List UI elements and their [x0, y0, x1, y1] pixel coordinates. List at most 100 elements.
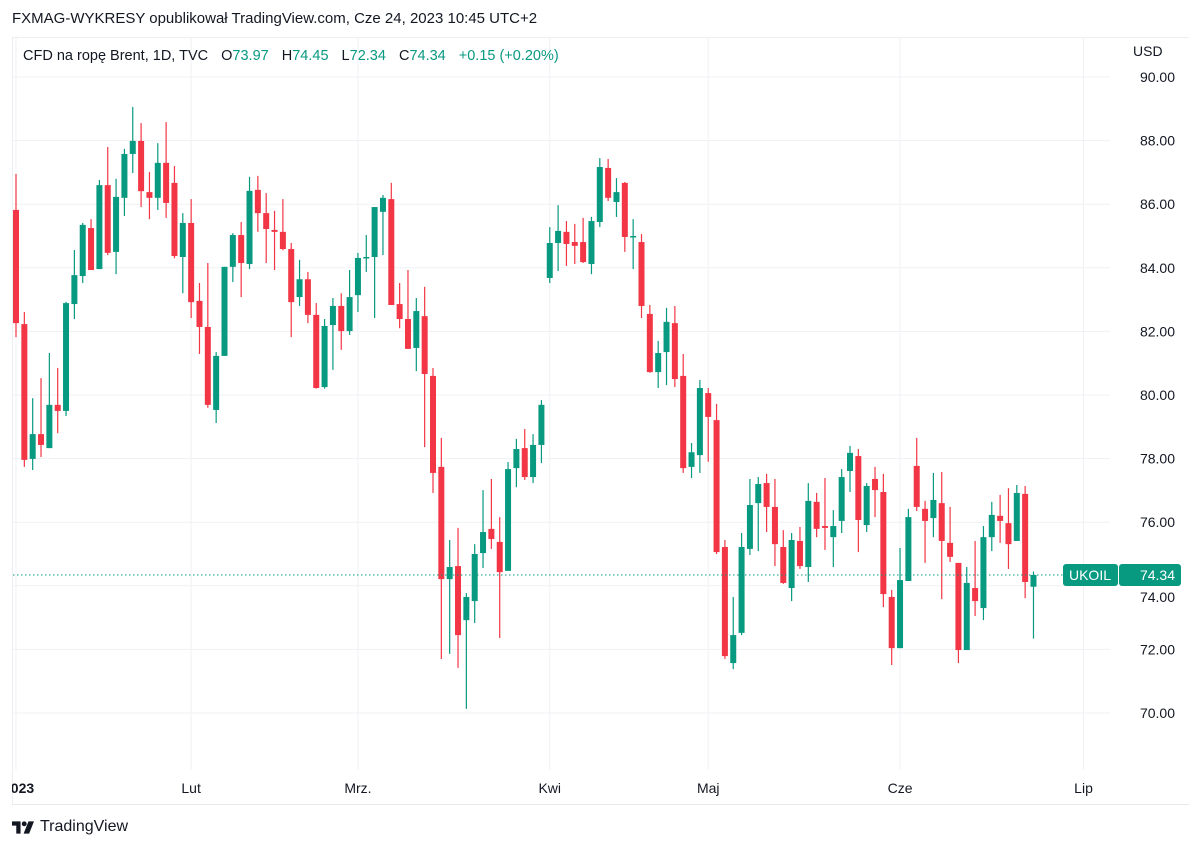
candle-body: [780, 547, 787, 583]
candle-body: [771, 506, 778, 545]
candle-down: [955, 562, 962, 664]
candle-down: [922, 500, 929, 563]
candle-body: [888, 596, 895, 649]
candle-down: [404, 270, 411, 349]
candle-up: [229, 233, 236, 283]
candle-up: [897, 547, 904, 649]
candle-up: [663, 307, 670, 386]
candle-body: [955, 562, 962, 651]
candle-body: [897, 580, 904, 649]
candle-up: [246, 176, 253, 270]
candle-body: [204, 326, 211, 405]
candle-up: [746, 478, 753, 555]
candle-up: [655, 340, 662, 389]
candle-up: [788, 533, 795, 602]
y-tick-label: 82.00: [1140, 323, 1175, 339]
candle-down: [455, 527, 462, 668]
low-value: 72.34: [349, 48, 386, 64]
candle-down: [638, 234, 645, 319]
candle-down: [138, 123, 145, 208]
candle-body: [229, 235, 236, 267]
candle-body: [905, 517, 912, 582]
publish-info: FXMAG-WYKRESY opublikował TradingView.co…: [12, 10, 538, 27]
candle-up: [730, 596, 737, 670]
tradingview-logo[interactable]: TradingView: [12, 818, 128, 836]
candle-body: [813, 501, 820, 529]
candle-up: [538, 400, 545, 464]
candle-up: [847, 445, 853, 492]
y-tick-label: 90.00: [1140, 69, 1175, 85]
chart-frame: [12, 37, 1189, 805]
candle-body: [254, 189, 261, 214]
candle-body: [930, 499, 937, 519]
candle-body: [21, 324, 28, 460]
candle-up: [1013, 484, 1020, 541]
candle-body: [788, 540, 795, 589]
candle-up: [905, 508, 912, 582]
candle-up: [696, 380, 703, 473]
candle-body: [488, 528, 495, 540]
candle-down: [571, 223, 578, 264]
candle-down: [313, 303, 320, 389]
candle-body: [872, 478, 879, 491]
candle-up: [505, 462, 512, 571]
candle-body: [730, 635, 737, 664]
candle-up: [446, 540, 453, 654]
candle-body: [379, 197, 386, 212]
candle-body: [988, 514, 995, 538]
candle-body: [154, 162, 161, 198]
candle-body: [480, 532, 487, 554]
ticker-tag-bg: [1063, 563, 1118, 586]
candle-down: [288, 242, 295, 338]
chart-legend: CFD na ropę Brent, 1D, TVC O73.97 H74.45…: [23, 48, 559, 64]
candle-body: [1022, 493, 1029, 582]
candle-body: [521, 448, 528, 478]
candle-body: [821, 526, 828, 528]
candle-up: [296, 259, 303, 306]
y-tick-label: 78.00: [1140, 451, 1175, 467]
candle-body: [755, 484, 762, 504]
candle-body: [63, 303, 70, 411]
candle-body: [421, 316, 428, 375]
candle-up: [363, 235, 370, 272]
candle-up: [471, 544, 478, 624]
candle-body: [296, 279, 303, 298]
close-label: C: [398, 48, 410, 64]
candle-up: [588, 216, 595, 275]
candle-down: [972, 540, 979, 617]
candle-down: [621, 181, 628, 252]
candle-body: [980, 537, 987, 609]
candle-up: [688, 443, 695, 478]
candle-body: [338, 305, 345, 332]
candle-up: [354, 252, 361, 313]
y-tick-label: 74.00: [1140, 589, 1175, 605]
candle-body: [179, 222, 186, 257]
candle-body: [38, 434, 45, 445]
candle-body: [46, 404, 53, 449]
candle-down: [196, 283, 203, 354]
candle-down: [763, 473, 770, 533]
candle-up: [221, 266, 228, 356]
candle-down: [913, 437, 920, 512]
candle-body: [96, 185, 103, 270]
candle-body: [922, 508, 929, 521]
candle-body: [54, 404, 61, 411]
x-tick-label: Maj: [697, 780, 720, 796]
candle-body: [321, 325, 328, 388]
candle-down: [1022, 485, 1029, 599]
candle-down: [488, 478, 495, 549]
candle-down: [713, 403, 720, 554]
candle-down: [680, 353, 687, 473]
candle-up: [980, 526, 987, 621]
candle-body: [505, 469, 512, 571]
x-tick-label: Mrz.: [344, 780, 371, 796]
candle-body: [688, 452, 695, 467]
last-price-tag[interactable]: UKOIL 74.34: [1063, 563, 1181, 586]
candle-body: [913, 465, 920, 507]
y-tick-label: 72.00: [1140, 641, 1175, 657]
candle-down: [580, 217, 587, 264]
candle-up: [71, 249, 78, 319]
candle-up: [555, 205, 562, 271]
candle-up: [805, 483, 812, 582]
